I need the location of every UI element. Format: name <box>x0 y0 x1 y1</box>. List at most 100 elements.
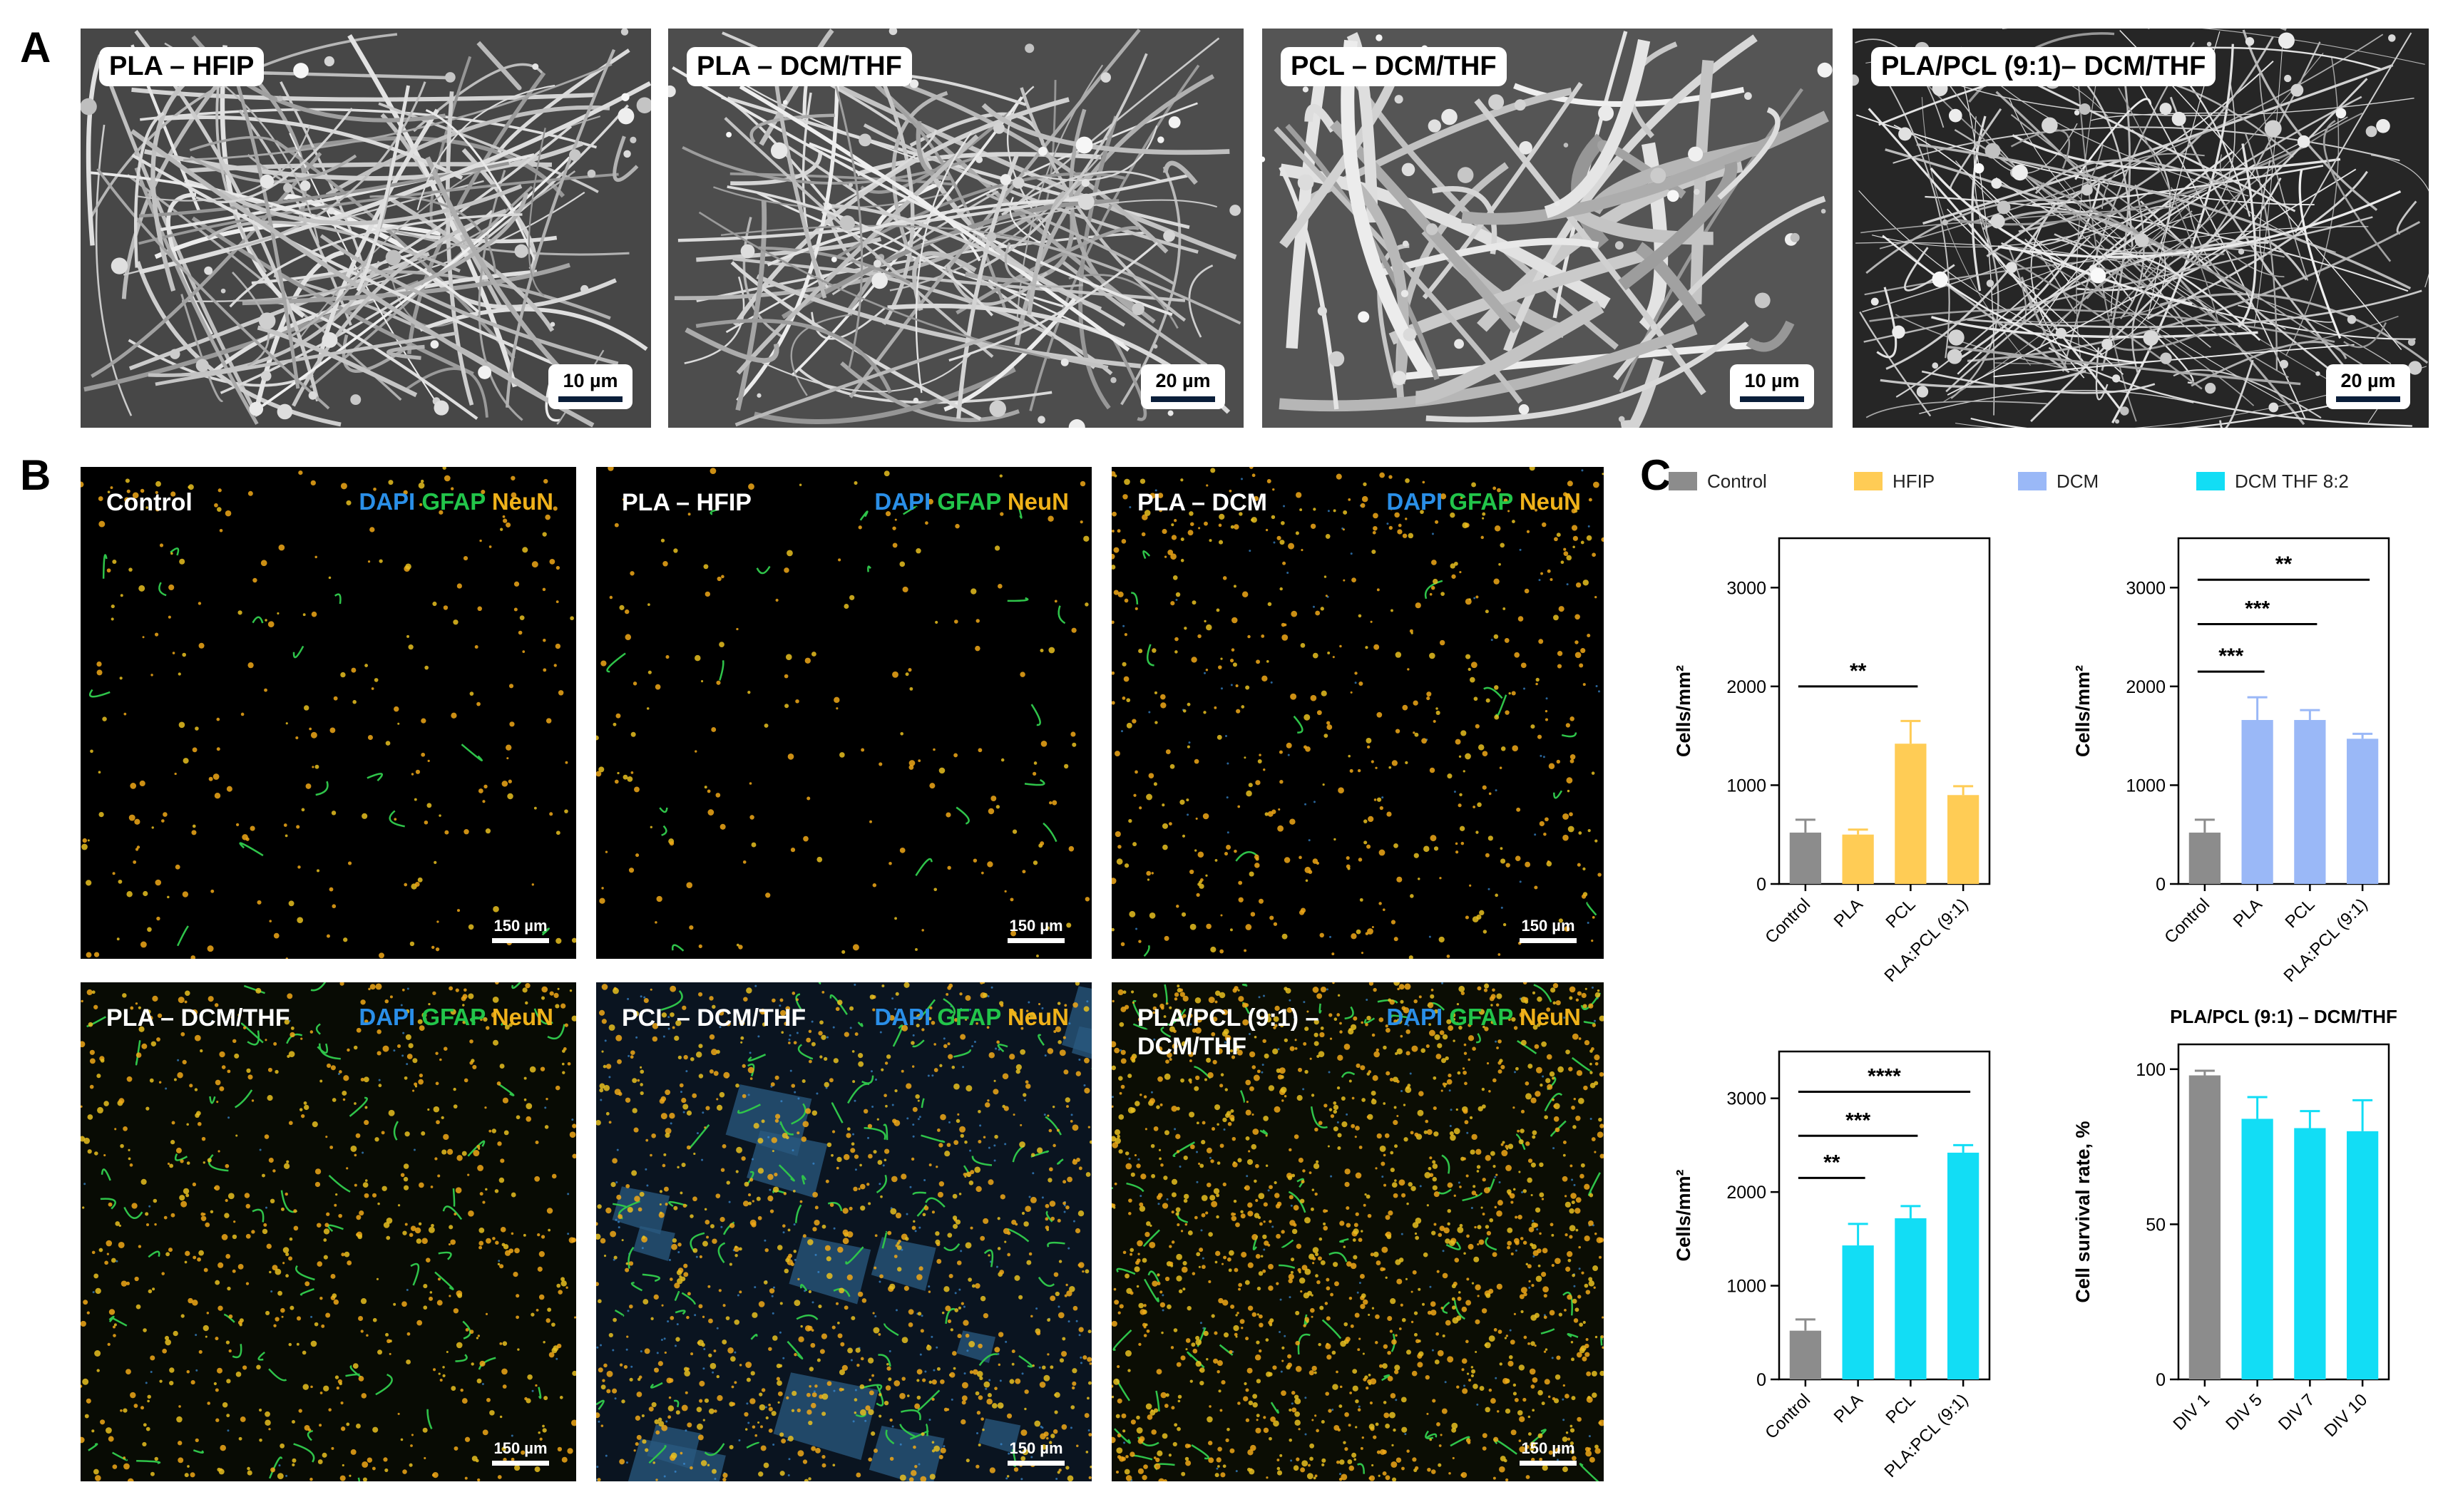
neun-dot <box>1351 577 1356 583</box>
neun-dot <box>1157 1076 1163 1082</box>
neun-dot <box>1393 1120 1398 1126</box>
fiber <box>2032 165 2324 206</box>
neun-dot <box>1309 1456 1313 1461</box>
neun-dot <box>821 1463 826 1468</box>
neun-dot <box>1299 508 1303 512</box>
neun-dot <box>277 1473 284 1480</box>
neun-dot <box>1453 1128 1460 1135</box>
neun-dot <box>273 932 280 939</box>
neun-dot <box>1565 1431 1569 1434</box>
neun-dot <box>1219 540 1224 545</box>
gfap-process <box>1142 550 1151 560</box>
neun-dot <box>519 615 525 620</box>
neun-dot <box>920 1329 924 1333</box>
neun-dot <box>727 1347 734 1354</box>
neun-dot <box>1141 532 1146 537</box>
neun-dot <box>725 1316 730 1320</box>
gfap-process <box>1191 1444 1209 1460</box>
neun-dot <box>1067 1176 1072 1183</box>
neun-dot <box>1599 1071 1604 1077</box>
neun-dot <box>1563 547 1567 551</box>
bead <box>1991 178 2002 189</box>
neun-dot <box>1527 1158 1533 1163</box>
neun-dot <box>1248 1150 1251 1153</box>
neun-dot <box>300 1114 305 1118</box>
neun-dot <box>614 523 619 528</box>
neun-dot <box>1551 1263 1555 1267</box>
dapi-dot <box>1166 1198 1169 1200</box>
dapi-dot <box>615 1181 618 1183</box>
neun-dot <box>1556 759 1560 764</box>
neun-dot <box>364 1019 369 1024</box>
neun-dot <box>943 1044 948 1049</box>
neun-dot <box>1113 547 1120 553</box>
neun-dot <box>326 1212 330 1216</box>
neun-dot <box>1071 627 1077 633</box>
fiber <box>1415 300 1604 405</box>
neun-dot <box>403 1163 409 1169</box>
gfap-process <box>389 810 405 828</box>
neun-dot <box>1276 1470 1283 1476</box>
neun-dot <box>1599 1123 1604 1128</box>
bead <box>1514 99 1526 111</box>
neun-dot <box>482 800 486 803</box>
dapi-dot <box>1495 1040 1497 1043</box>
neun-dot <box>1032 1364 1035 1367</box>
neun-dot <box>908 764 914 770</box>
neun-dot <box>1408 955 1413 959</box>
neun-dot <box>427 759 430 763</box>
neun-dot <box>730 1356 736 1362</box>
neun-dot <box>1287 1354 1292 1359</box>
neun-dot <box>1460 730 1467 736</box>
neun-dot <box>1391 1182 1398 1188</box>
neun-dot <box>412 1089 415 1092</box>
neun-dot <box>854 1154 859 1159</box>
neun-dot <box>1165 749 1171 755</box>
neun-dot <box>1492 988 1495 992</box>
neun-dot <box>1545 1078 1551 1084</box>
neun-dot <box>506 757 509 760</box>
neun-dot <box>424 821 429 825</box>
neun-dot <box>1425 1044 1430 1048</box>
neun-dot <box>463 1078 468 1083</box>
neun-dot <box>471 1456 478 1462</box>
dapi-dot <box>963 1305 966 1308</box>
neun-dot <box>863 1109 869 1114</box>
neun-dot <box>603 1084 610 1091</box>
neun-dot <box>1223 1255 1227 1260</box>
neun-dot <box>1189 869 1194 875</box>
neun-dot <box>938 767 946 774</box>
neun-dot <box>540 1066 546 1071</box>
dapi-dot <box>1587 922 1589 925</box>
neun-dot <box>416 1238 422 1244</box>
dapi-dot <box>1226 762 1229 765</box>
neun-dot <box>260 560 267 567</box>
neun-dot <box>1256 1286 1261 1291</box>
neun-dot <box>943 1286 950 1292</box>
neun-dot <box>1591 1137 1596 1142</box>
neun-dot <box>89 1058 96 1064</box>
fiber <box>984 234 1241 325</box>
neun-dot <box>1114 1182 1117 1186</box>
neun-dot <box>1420 1048 1426 1053</box>
neun-dot <box>940 1114 946 1121</box>
neun-dot <box>705 591 710 597</box>
neun-dot <box>141 1043 148 1049</box>
neun-dot <box>1070 1405 1075 1410</box>
neun-dot <box>913 1445 916 1449</box>
neun-dot <box>1336 1370 1338 1374</box>
neun-dot <box>1391 760 1398 766</box>
neun-dot <box>1499 766 1502 769</box>
dapi-dot <box>511 1434 513 1437</box>
neun-dot <box>168 584 175 591</box>
neun-dot <box>1577 863 1581 867</box>
neun-dot <box>871 1374 874 1377</box>
neun-dot <box>1307 1290 1312 1296</box>
neun-dot <box>1375 1422 1379 1426</box>
neun-dot <box>1586 1371 1592 1377</box>
neun-dot <box>605 1207 612 1214</box>
neun-dot <box>1378 1474 1381 1477</box>
neun-dot <box>1122 1429 1126 1433</box>
neun-dot <box>774 1118 779 1123</box>
neun-dot <box>920 1476 927 1481</box>
